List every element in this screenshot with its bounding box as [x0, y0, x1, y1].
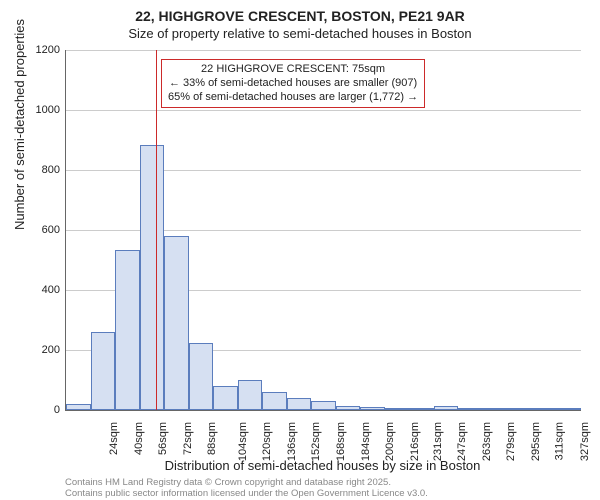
attribution-line2: Contains public sector information licen…	[65, 489, 428, 500]
x-tick-label: 56sqm	[157, 422, 169, 455]
x-tick-label: 295sqm	[530, 422, 542, 461]
x-tick-label: 72sqm	[182, 422, 194, 455]
callout-box: 22 HIGHGROVE CRESCENT: 75sqm← 33% of sem…	[161, 59, 425, 108]
y-tick-label: 800	[10, 164, 60, 176]
histogram-bar	[385, 408, 410, 410]
x-tick-label: 136sqm	[286, 422, 298, 461]
x-tick-label: 40sqm	[133, 422, 145, 455]
x-tick-label: 168sqm	[335, 422, 347, 461]
y-tick-label: 400	[10, 284, 60, 296]
y-tick-label: 1000	[10, 104, 60, 116]
x-tick-label: 279sqm	[505, 422, 517, 461]
histogram-bar	[262, 392, 287, 410]
x-axis-label: Distribution of semi-detached houses by …	[65, 458, 580, 473]
x-tick-label: 200sqm	[384, 422, 396, 461]
chart-title-line1: 22, HIGHGROVE CRESCENT, BOSTON, PE21 9AR	[0, 8, 600, 24]
histogram-bar	[483, 408, 508, 410]
x-tick-label: 120sqm	[262, 422, 274, 461]
x-tick-label: 104sqm	[237, 422, 249, 461]
y-tick-label: 0	[10, 404, 60, 416]
x-tick-label: 152sqm	[311, 422, 323, 461]
histogram-bar	[556, 408, 581, 410]
callout-line: 22 HIGHGROVE CRESCENT: 75sqm	[168, 63, 418, 77]
histogram-bar	[409, 408, 434, 410]
gridline	[66, 110, 581, 111]
y-tick-label: 1200	[10, 44, 60, 56]
histogram-bar	[189, 343, 214, 411]
x-tick-label: 231sqm	[432, 422, 444, 461]
histogram-bar	[458, 408, 483, 410]
x-tick-label: 184sqm	[360, 422, 372, 461]
callout-line: ← 33% of semi-detached houses are smalle…	[168, 77, 418, 91]
histogram-bar	[311, 401, 336, 410]
chart-container: 22, HIGHGROVE CRESCENT, BOSTON, PE21 9AR…	[0, 0, 600, 500]
x-tick-label: 327sqm	[579, 422, 591, 461]
property-marker-line	[156, 50, 157, 410]
attribution: Contains HM Land Registry data © Crown c…	[65, 478, 428, 500]
x-tick-label: 216sqm	[409, 422, 421, 461]
plot-area: 22 HIGHGROVE CRESCENT: 75sqm← 33% of sem…	[65, 50, 581, 411]
callout-line: 65% of semi-detached houses are larger (…	[168, 91, 418, 105]
x-tick-label: 263sqm	[481, 422, 493, 461]
histogram-bar	[532, 408, 557, 410]
x-tick-label: 88sqm	[206, 422, 218, 455]
gridline	[66, 50, 581, 51]
y-tick-label: 600	[10, 224, 60, 236]
x-tick-label: 247sqm	[456, 422, 468, 461]
y-tick-label: 200	[10, 344, 60, 356]
x-tick-label: 311sqm	[553, 422, 565, 460]
histogram-bar	[140, 145, 165, 411]
histogram-bar	[507, 408, 532, 410]
histogram-bar	[164, 236, 189, 410]
histogram-bar	[434, 406, 459, 410]
histogram-bar	[336, 406, 361, 411]
histogram-bar	[91, 332, 116, 410]
histogram-bar	[115, 250, 140, 411]
chart-title-line2: Size of property relative to semi-detach…	[0, 26, 600, 41]
histogram-bar	[66, 404, 91, 410]
histogram-bar	[213, 386, 238, 410]
histogram-bar	[360, 407, 385, 410]
histogram-bar	[238, 380, 263, 410]
histogram-bar	[287, 398, 312, 410]
x-tick-label: 24sqm	[108, 422, 120, 455]
